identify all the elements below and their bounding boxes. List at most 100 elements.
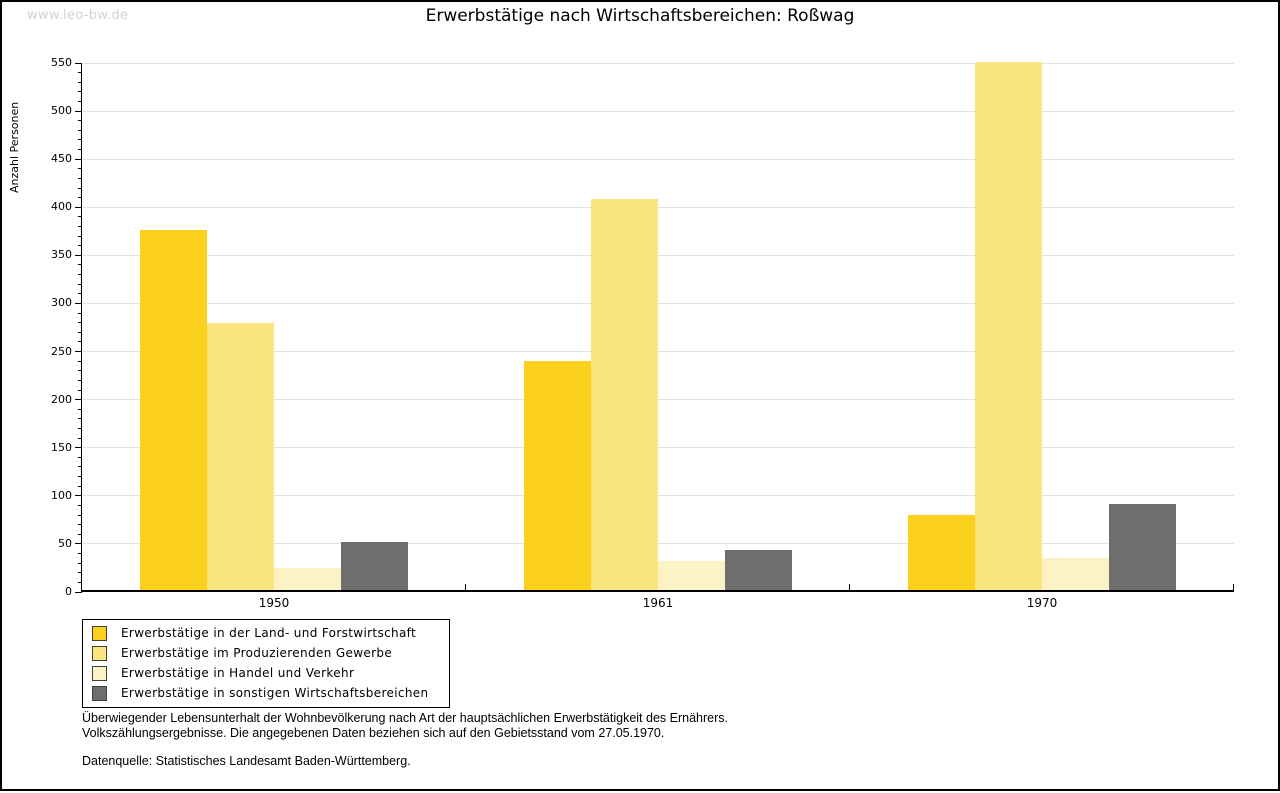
y-tick-label: 400 [51, 200, 72, 214]
bar-1961-series2 [591, 199, 658, 592]
y-major-tick [75, 591, 82, 593]
y-minor-tick [78, 341, 82, 343]
legend-label: Erwerbstätige in sonstigen Wirtschaftsbe… [121, 686, 429, 700]
x-category-label: 1950 [258, 596, 290, 610]
chart-legend: Erwerbstätige in der Land- und Forstwirt… [82, 619, 450, 708]
y-tick-label: 100 [51, 488, 72, 502]
y-minor-tick [78, 379, 82, 381]
y-minor-tick [78, 312, 82, 314]
data-source-line: Datenquelle: Statistisches Landesamt Bad… [82, 754, 411, 768]
y-major-tick [75, 62, 82, 64]
footnote-line-2: Volkszählungsergebnisse. Die angegebenen… [82, 726, 665, 740]
x-boundary-tick [1233, 584, 1234, 590]
y-minor-tick [78, 466, 82, 468]
y-tick-label: 300 [51, 296, 72, 310]
gridline [83, 495, 1234, 497]
y-minor-tick [78, 216, 82, 218]
y-minor-tick [78, 418, 82, 420]
y-minor-tick [78, 533, 82, 535]
legend-row: Erwerbstätige in der Land- und Forstwirt… [83, 623, 449, 643]
bar-1970-series4 [1109, 504, 1176, 592]
bar-1961-series3 [658, 561, 725, 592]
y-tick-label: 450 [51, 152, 72, 166]
legend-row: Erwerbstätige in Handel und Verkehr [83, 663, 449, 683]
legend-swatch-series3 [92, 665, 107, 681]
y-minor-tick [78, 360, 82, 362]
y-minor-tick [78, 264, 82, 266]
y-minor-tick [78, 331, 82, 333]
legend-swatch-series2 [92, 645, 107, 661]
bar-1950-series1 [140, 230, 207, 592]
y-minor-tick [78, 485, 82, 487]
site-watermark: www.leo-bw.de [27, 8, 129, 23]
gridline [83, 62, 1234, 64]
gridline [83, 254, 1234, 256]
legend-label: Erwerbstätige in Handel und Verkehr [121, 666, 355, 680]
y-minor-tick [78, 226, 82, 227]
y-major-tick [75, 206, 82, 208]
bar-1950-series4 [341, 542, 408, 592]
y-minor-tick [78, 168, 82, 170]
y-minor-tick [78, 322, 82, 324]
bar-1961-series1 [524, 361, 591, 592]
y-minor-tick [78, 235, 82, 237]
y-minor-tick [78, 581, 82, 583]
y-tick-label: 0 [65, 585, 72, 598]
y-major-tick [75, 495, 82, 497]
y-tick-label: 150 [51, 440, 72, 454]
y-tick-label: 550 [51, 56, 72, 69]
y-axis-line [81, 63, 82, 592]
legend-swatch-series1 [92, 625, 107, 641]
y-minor-tick [78, 370, 82, 372]
y-minor-tick [78, 427, 82, 429]
y-minor-tick [78, 91, 82, 93]
y-minor-tick [78, 572, 82, 574]
y-minor-tick [78, 408, 82, 410]
bar-1970-series1 [908, 515, 975, 592]
y-minor-tick [78, 553, 82, 555]
y-minor-tick [78, 562, 82, 564]
y-minor-tick [78, 283, 82, 285]
y-major-tick [75, 351, 82, 353]
bar-1961-series4 [725, 550, 792, 592]
x-boundary-tick [465, 584, 466, 590]
y-major-tick [75, 254, 82, 256]
y-tick-label: 50 [58, 536, 72, 550]
y-minor-tick [78, 81, 82, 83]
x-axis-line [82, 590, 1234, 592]
bar-1970-series3 [1042, 558, 1109, 592]
x-category-label: 1970 [1026, 596, 1058, 610]
y-major-tick [75, 158, 82, 160]
y-major-tick [75, 302, 82, 304]
chart-title: Erwerbstätige nach Wirtschaftsbereichen:… [425, 6, 855, 26]
x-category-label: 1961 [642, 596, 674, 610]
legend-label: Erwerbstätige in der Land- und Forstwirt… [121, 626, 417, 640]
chart-footnote: Überwiegender Lebensunterhalt der Wohnbe… [82, 711, 728, 769]
y-major-tick [75, 399, 82, 401]
y-tick-label: 250 [51, 344, 72, 358]
gridline [83, 110, 1234, 112]
gridline [83, 543, 1234, 545]
gridline [83, 302, 1234, 304]
y-minor-tick [78, 437, 82, 439]
y-minor-tick [78, 149, 82, 151]
y-minor-tick [78, 514, 82, 516]
bar-1950-series3 [274, 568, 341, 592]
y-minor-tick [78, 504, 82, 506]
y-major-tick [75, 110, 82, 112]
y-minor-tick [78, 456, 82, 458]
x-boundary-tick [849, 584, 850, 590]
legend-row: Erwerbstätige in sonstigen Wirtschaftsbe… [83, 683, 449, 703]
footnote-line-1: Überwiegender Lebensunterhalt der Wohnbe… [82, 711, 728, 725]
gridline [83, 399, 1234, 401]
y-minor-tick [78, 100, 82, 102]
y-minor-tick [78, 293, 82, 295]
y-minor-tick [78, 389, 82, 391]
gridline [83, 351, 1234, 353]
y-minor-tick [78, 245, 82, 247]
y-minor-tick [78, 72, 82, 74]
y-minor-tick [78, 524, 82, 526]
y-tick-label: 350 [51, 248, 72, 262]
gridline [83, 206, 1234, 208]
